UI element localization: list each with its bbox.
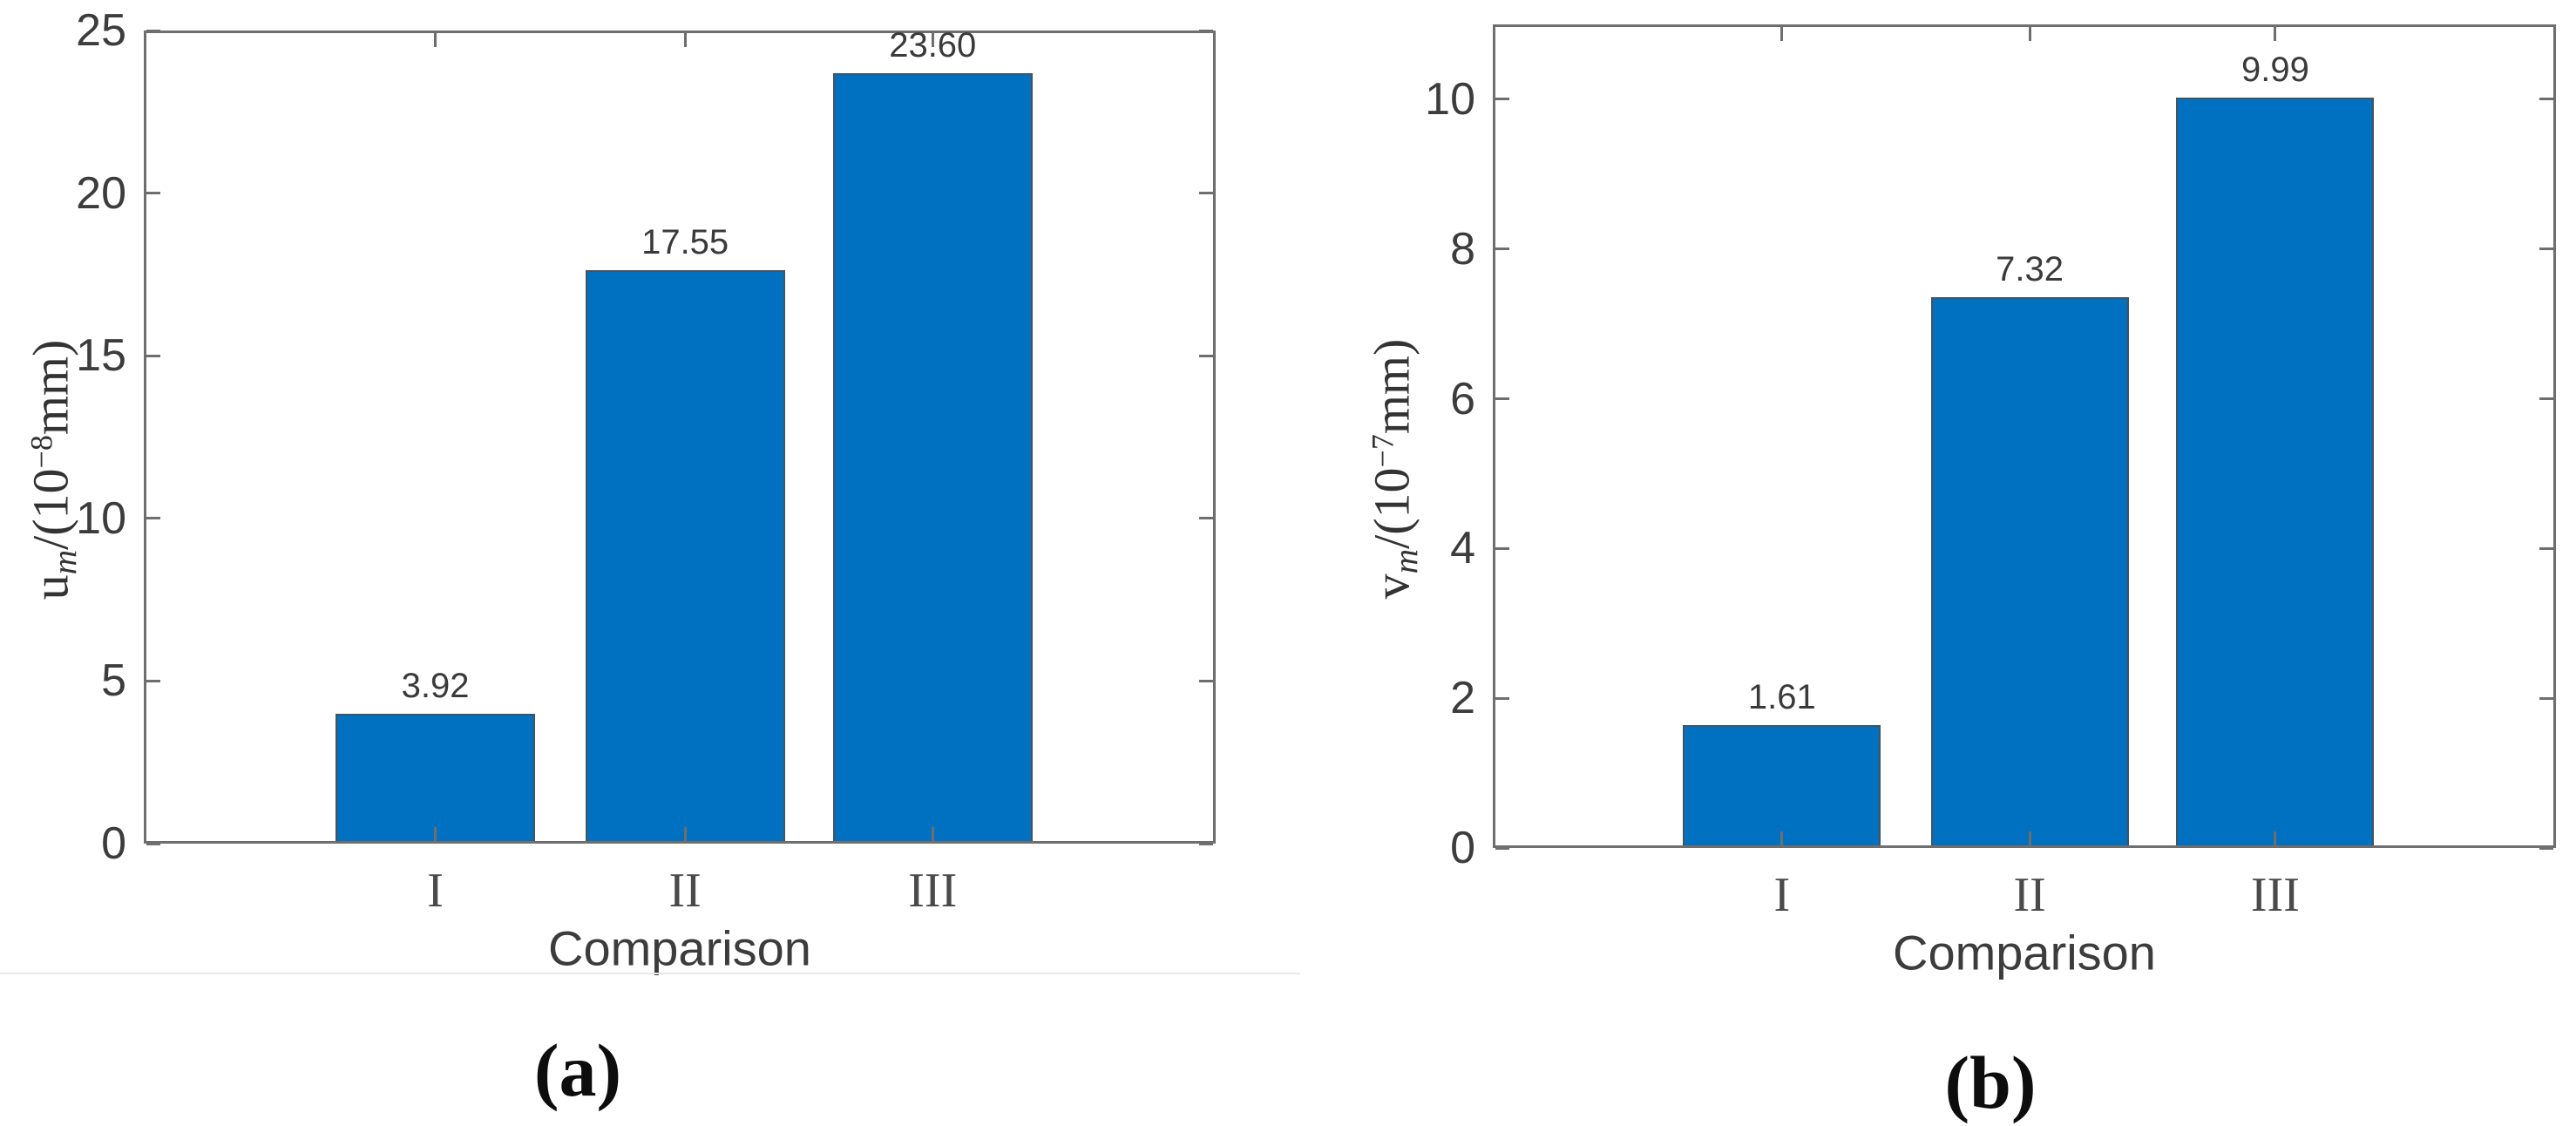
y-tick-mark-right: [2539, 397, 2553, 401]
y-tick-label: 20: [76, 167, 126, 219]
y-tick-label: 8: [1450, 223, 1475, 275]
y-tick-label: 0: [1450, 823, 1475, 873]
y-tick-mark-right: [2539, 696, 2553, 700]
bar-III: [832, 73, 1033, 841]
x-tick-mark-top: [2274, 27, 2277, 41]
y-tick-mark-left: [146, 354, 160, 357]
y-tick-mark-right: [1199, 29, 1213, 32]
subfigure-caption-a: (a): [533, 1028, 622, 1112]
y-tick-mark-left: [146, 192, 160, 195]
y-tick-mark-left: [1495, 846, 1509, 850]
document-rule-line: [0, 973, 1300, 974]
y-tick-label: 6: [1450, 373, 1475, 424]
bar-value-label: 3.92: [401, 666, 470, 705]
x-axis-label-b: Comparison: [1893, 925, 2156, 980]
y-tick-mark-right: [1199, 517, 1213, 520]
x-tick-mark-top: [2028, 27, 2031, 41]
x-tick-mark-top: [683, 33, 687, 47]
bar-value-label: 9.99: [2240, 50, 2309, 89]
x-tick-mark-bottom: [683, 827, 687, 841]
x-tick-label: III: [2250, 868, 2300, 922]
bar-value-label: 7.32: [1996, 250, 2064, 289]
x-tick-label: II: [668, 864, 702, 918]
y-tick-label: 25: [76, 5, 126, 56]
subfigure-caption-b: (b): [1944, 1041, 2037, 1124]
y-axis-unit-exponent-b: −7: [1365, 434, 1400, 468]
x-tick-mark-top: [1780, 27, 1784, 41]
x-tick-label: III: [908, 864, 958, 918]
bar-value-label: 17.55: [641, 223, 729, 262]
y-tick-mark-left: [146, 517, 160, 520]
bar-I: [1683, 724, 1881, 845]
bar-I: [336, 713, 535, 841]
y-tick-mark-right: [1199, 192, 1213, 195]
y-tick-mark-right: [1199, 354, 1213, 357]
y-tick-mark-right: [2539, 98, 2553, 101]
bar-II: [1930, 297, 2129, 845]
y-tick-mark-left: [146, 842, 160, 845]
y-tick-label: 2: [1450, 673, 1475, 724]
y-tick-mark-left: [1495, 98, 1509, 101]
x-tick-mark-bottom: [2028, 831, 2031, 845]
y-tick-label: 5: [101, 655, 126, 707]
bar-II: [585, 270, 785, 841]
y-tick-mark-right: [1199, 842, 1213, 845]
x-tick-mark-bottom: [434, 827, 437, 841]
x-tick-label: I: [1773, 868, 1791, 922]
y-tick-mark-left: [1495, 248, 1509, 251]
y-tick-mark-left: [146, 29, 160, 32]
x-axis-label-a: Comparison: [548, 920, 811, 976]
y-tick-label: 10: [76, 492, 126, 544]
y-tick-mark-right: [2539, 846, 2553, 850]
x-tick-mark-bottom: [2274, 831, 2277, 845]
x-tick-mark-bottom: [931, 827, 934, 841]
y-tick-mark-right: [1199, 679, 1213, 682]
y-tick-mark-left: [1495, 546, 1509, 550]
y-tick-mark-right: [2539, 248, 2553, 251]
y-axis-symbol-b: v: [1363, 573, 1420, 600]
y-tick-label: 15: [76, 330, 126, 382]
bar-III: [2176, 97, 2375, 845]
y-tick-mark-left: [1495, 696, 1509, 700]
y-tick-mark-left: [146, 679, 160, 682]
bar-value-label: 1.61: [1747, 677, 1816, 716]
y-tick-label: 0: [101, 818, 126, 869]
y-tick-label: 4: [1450, 523, 1475, 574]
x-tick-mark-top: [931, 33, 934, 47]
y-tick-mark-right: [2539, 546, 2553, 550]
x-tick-mark-top: [434, 33, 437, 47]
x-tick-label: I: [427, 864, 444, 918]
y-tick-mark-left: [1495, 397, 1509, 401]
y-tick-label: 10: [1425, 73, 1475, 125]
x-tick-label: II: [2013, 868, 2046, 922]
x-tick-mark-bottom: [1780, 831, 1784, 845]
